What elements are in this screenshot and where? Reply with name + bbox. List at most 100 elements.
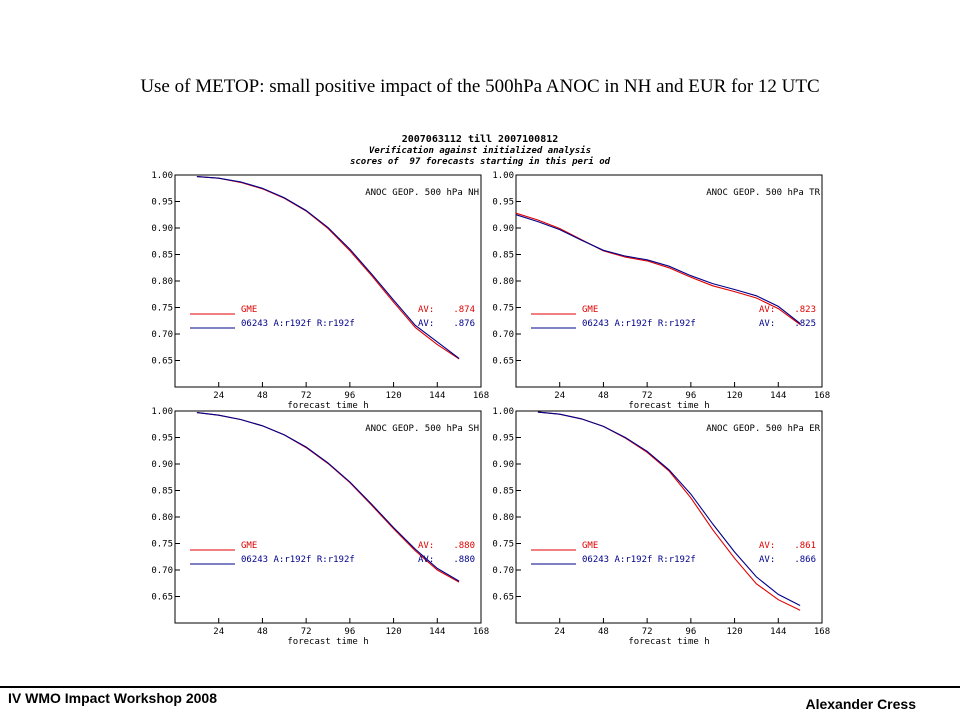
y-tick-label: 0.95 (151, 198, 173, 208)
legend-av-label: AV: (759, 555, 775, 565)
footer-workshop: IV WMO Impact Workshop 2008 (8, 690, 218, 706)
y-tick-label: 0.65 (492, 357, 514, 367)
x-tick-label: 48 (257, 391, 268, 401)
legend-av-label: AV: (759, 541, 775, 551)
legend-av-value: .880 (453, 541, 475, 551)
y-tick-label: 1.00 (151, 171, 173, 181)
chart-frame (174, 410, 482, 624)
verification-subtitle: Verification against initialized analysi… (368, 146, 592, 156)
x-tick-label: 144 (429, 627, 445, 637)
legend-av-label: AV: (759, 305, 775, 315)
footer-author: Alexander Cress (805, 696, 916, 712)
x-tick-label: 24 (554, 627, 565, 637)
y-tick-label: 1.00 (492, 171, 514, 181)
panel-title: ANOC GEOP. 500 hPa TR (706, 188, 820, 198)
legend-label: GME (582, 541, 598, 551)
x-tick-label: 168 (473, 627, 489, 637)
legend-av-value: .876 (453, 319, 475, 329)
x-tick-label: 168 (814, 391, 830, 401)
y-tick-label: 0.75 (151, 540, 173, 550)
legend-label: 06243 A:r192f R:r192f (582, 319, 696, 329)
x-tick-label: 48 (598, 627, 609, 637)
legend-label: 06243 A:r192f R:r192f (582, 555, 696, 565)
legend-av-label: AV: (418, 555, 434, 565)
x-tick-label: 48 (257, 627, 268, 637)
x-axis-label: forecast time h (628, 637, 709, 647)
legend-av-value: .861 (794, 541, 816, 551)
y-tick-label: 0.90 (151, 224, 173, 234)
y-tick-label: 0.80 (492, 277, 514, 287)
legend-label: GME (241, 305, 257, 315)
legend-av-value: .866 (794, 555, 816, 565)
legend-label: GME (241, 541, 257, 551)
series-line-06243 (196, 412, 460, 582)
x-tick-label: 24 (554, 391, 565, 401)
y-tick-label: 0.85 (492, 251, 514, 261)
legend-av-value: .823 (794, 305, 816, 315)
x-axis-label: forecast time h (287, 637, 368, 647)
x-axis-label: forecast time h (628, 401, 709, 411)
footer-divider (0, 686, 960, 688)
chart-frame (515, 174, 823, 388)
x-tick-label: 96 (685, 391, 696, 401)
legend-label: 06243 A:r192f R:r192f (241, 319, 355, 329)
legend-av-label: AV: (759, 319, 775, 329)
y-tick-label: 0.70 (492, 566, 514, 576)
verification-scores-note: scores of 97 forecasts starting in this … (349, 157, 611, 167)
y-tick-label: 0.75 (151, 304, 173, 314)
panel-title: ANOC GEOP. 500 hPa SH (365, 424, 479, 434)
x-tick-label: 72 (642, 627, 653, 637)
series-line-gme (515, 212, 801, 325)
y-tick-label: 0.80 (151, 277, 173, 287)
legend-av-value: .825 (794, 319, 816, 329)
y-tick-label: 0.70 (151, 330, 173, 340)
chart-frame (515, 410, 823, 624)
y-tick-label: 1.00 (492, 407, 514, 417)
x-tick-label: 24 (213, 391, 224, 401)
x-axis-label: forecast time h (287, 401, 368, 411)
y-tick-label: 0.70 (492, 330, 514, 340)
y-tick-label: 0.70 (151, 566, 173, 576)
y-tick-label: 0.95 (492, 198, 514, 208)
y-tick-label: 0.80 (492, 513, 514, 523)
y-tick-label: 0.75 (492, 304, 514, 314)
legend-label: GME (582, 305, 598, 315)
y-tick-label: 0.90 (492, 460, 514, 470)
y-tick-label: 0.85 (492, 487, 514, 497)
y-tick-label: 0.65 (151, 357, 173, 367)
x-tick-label: 96 (344, 391, 355, 401)
legend-av-label: AV: (418, 319, 434, 329)
series-line-06243 (515, 214, 801, 324)
x-tick-label: 96 (344, 627, 355, 637)
x-tick-label: 168 (814, 627, 830, 637)
y-tick-label: 0.65 (492, 593, 514, 603)
y-tick-label: 0.65 (151, 593, 173, 603)
slide-title: Use of METOP: small positive impact of t… (140, 76, 820, 97)
chart-frame (174, 174, 482, 388)
x-tick-label: 48 (598, 391, 609, 401)
legend-av-label: AV: (418, 305, 434, 315)
x-tick-label: 168 (473, 391, 489, 401)
legend-av-label: AV: (418, 541, 434, 551)
x-tick-label: 144 (770, 391, 786, 401)
y-tick-label: 0.80 (151, 513, 173, 523)
x-tick-label: 72 (642, 391, 653, 401)
series-line-06243 (537, 411, 801, 606)
x-tick-label: 120 (385, 391, 401, 401)
y-tick-label: 0.85 (151, 251, 173, 261)
y-tick-label: 0.95 (492, 434, 514, 444)
y-tick-label: 0.85 (151, 487, 173, 497)
legend-av-value: .880 (453, 555, 475, 565)
y-tick-label: 0.75 (492, 540, 514, 550)
y-tick-label: 1.00 (151, 407, 173, 417)
panel-title: ANOC GEOP. 500 hPa ER (706, 424, 820, 434)
x-tick-label: 120 (385, 627, 401, 637)
x-tick-label: 72 (301, 627, 312, 637)
x-tick-label: 24 (213, 627, 224, 637)
legend-av-value: .874 (453, 305, 475, 315)
legend-label: 06243 A:r192f R:r192f (241, 555, 355, 565)
x-tick-label: 72 (301, 391, 312, 401)
x-tick-label: 120 (726, 627, 742, 637)
y-tick-label: 0.95 (151, 434, 173, 444)
